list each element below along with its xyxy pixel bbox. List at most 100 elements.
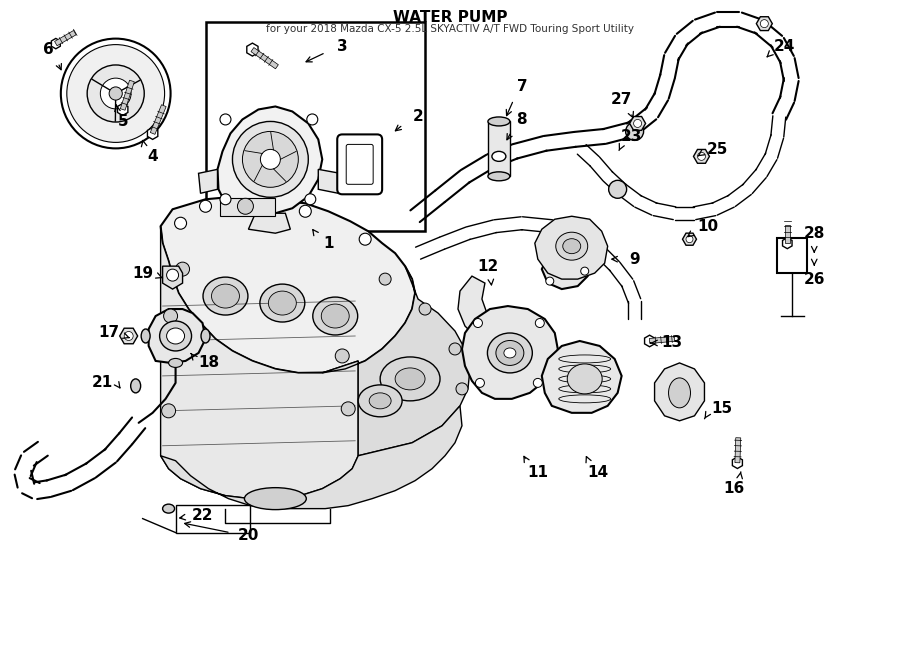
Circle shape [162,404,176,418]
Circle shape [260,149,281,169]
Circle shape [580,267,589,275]
Text: 9: 9 [629,252,640,266]
Text: 14: 14 [587,465,608,480]
Circle shape [242,132,298,187]
Ellipse shape [168,358,183,368]
Ellipse shape [488,333,532,373]
Circle shape [175,217,186,229]
Circle shape [419,303,431,315]
Circle shape [359,233,371,245]
Circle shape [220,194,231,205]
Polygon shape [682,233,697,245]
Polygon shape [644,335,654,347]
Circle shape [200,200,212,212]
Ellipse shape [166,328,184,344]
Circle shape [164,309,177,323]
Text: 3: 3 [337,39,347,54]
Circle shape [61,38,171,148]
Circle shape [608,180,626,198]
Text: 12: 12 [477,258,499,274]
Polygon shape [542,251,590,289]
Circle shape [300,206,311,217]
Polygon shape [694,149,709,163]
Ellipse shape [245,488,306,510]
Circle shape [87,65,144,122]
Ellipse shape [268,291,296,315]
Circle shape [307,114,318,125]
Polygon shape [462,306,558,399]
Polygon shape [322,266,470,455]
Polygon shape [650,336,675,344]
Circle shape [456,383,468,395]
Ellipse shape [159,321,192,351]
Circle shape [545,277,554,285]
Circle shape [109,87,122,100]
Circle shape [698,153,706,161]
Polygon shape [654,363,705,421]
Ellipse shape [260,284,305,322]
Ellipse shape [504,348,516,358]
Bar [220,198,275,216]
Text: 5: 5 [117,114,128,129]
Ellipse shape [203,277,248,315]
Polygon shape [160,226,358,498]
FancyBboxPatch shape [346,144,374,184]
Text: 20: 20 [238,528,259,543]
Polygon shape [148,128,157,139]
Ellipse shape [163,504,175,513]
Circle shape [100,78,131,109]
Polygon shape [150,104,166,134]
Polygon shape [218,106,322,214]
Circle shape [124,332,133,340]
Ellipse shape [130,379,140,393]
Ellipse shape [562,239,580,254]
Circle shape [634,120,642,128]
Text: 19: 19 [132,266,153,281]
Text: 15: 15 [711,401,732,416]
Text: 13: 13 [661,336,682,350]
Text: 1: 1 [323,236,334,251]
Polygon shape [756,17,772,30]
Polygon shape [199,169,218,193]
Ellipse shape [201,329,210,343]
Bar [778,238,807,273]
Bar [176,504,250,533]
Text: 8: 8 [517,112,527,127]
Text: WATER PUMP: WATER PUMP [392,10,508,24]
Polygon shape [782,238,792,249]
Ellipse shape [358,385,402,417]
Text: 23: 23 [621,129,643,144]
Ellipse shape [313,297,357,335]
Polygon shape [319,169,340,193]
Text: 22: 22 [192,508,213,523]
Text: 26: 26 [804,272,825,287]
Polygon shape [251,48,278,69]
Ellipse shape [369,393,392,409]
Ellipse shape [380,357,440,401]
Polygon shape [120,329,138,344]
Ellipse shape [488,117,510,126]
Polygon shape [630,116,645,130]
Text: 7: 7 [517,79,527,94]
Circle shape [341,402,356,416]
Polygon shape [148,309,205,363]
Polygon shape [248,214,291,233]
Ellipse shape [212,284,239,308]
Polygon shape [247,43,258,56]
Polygon shape [733,457,742,469]
Text: 6: 6 [43,42,54,57]
Ellipse shape [141,329,150,343]
Polygon shape [121,80,134,110]
Ellipse shape [395,368,425,390]
Bar [205,22,425,231]
Ellipse shape [556,232,588,260]
Circle shape [379,273,392,285]
Text: 18: 18 [198,356,219,370]
Circle shape [475,378,484,387]
Text: 4: 4 [148,149,157,164]
Ellipse shape [492,151,506,161]
Polygon shape [542,341,622,413]
Text: 24: 24 [774,39,795,54]
Polygon shape [735,438,741,463]
Polygon shape [51,38,60,49]
